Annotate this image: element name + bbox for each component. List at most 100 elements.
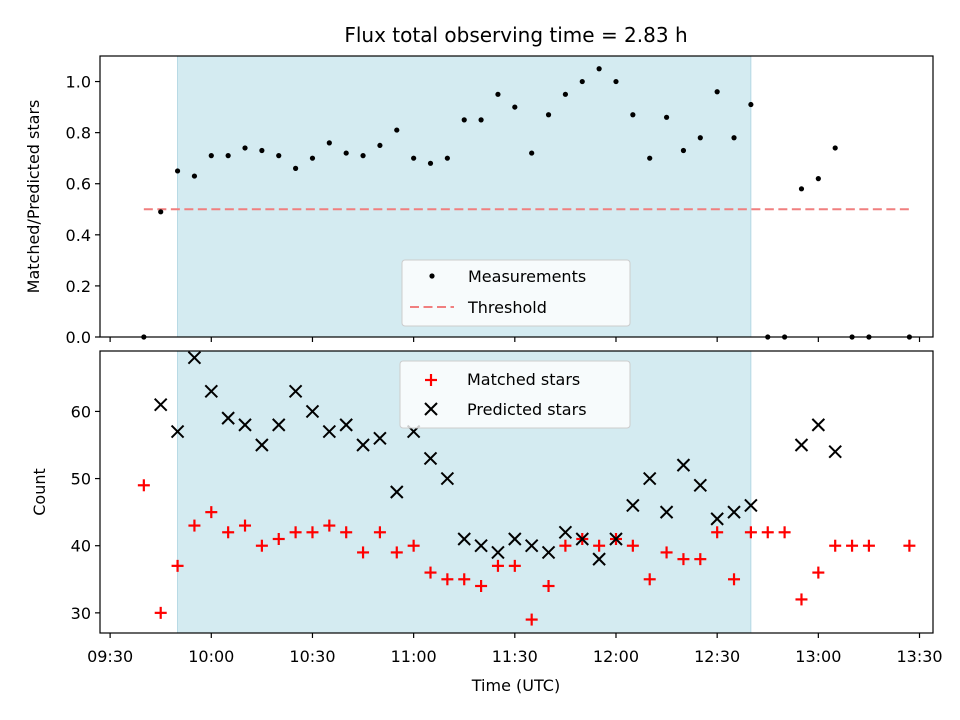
legend-predicted-label: Predicted stars xyxy=(467,400,587,419)
measurement-point xyxy=(242,145,248,151)
predicted-star-point xyxy=(255,438,269,452)
predicted-star-point xyxy=(440,471,455,486)
y-tick-label: 0.4 xyxy=(66,226,91,245)
top-axes-frame xyxy=(99,55,934,338)
measurement-points xyxy=(141,66,912,340)
predicted-star-point xyxy=(187,351,202,365)
measurement-point xyxy=(545,112,552,118)
predicted-star-point xyxy=(322,424,337,439)
matched-star-point xyxy=(205,506,218,519)
matched-star-point xyxy=(626,539,639,552)
matched-star-point xyxy=(491,559,504,572)
measurement-point xyxy=(276,153,282,159)
predicted-star-point xyxy=(508,532,522,546)
predicted-star-point xyxy=(575,532,589,546)
measurement-point xyxy=(663,114,670,120)
legend-matched-marker xyxy=(425,374,437,386)
y-tick-label: 50 xyxy=(71,470,91,489)
top-y-axis-label: Matched/Predicted stars xyxy=(24,100,43,294)
predicted-star-point xyxy=(626,498,640,513)
matched-star-point xyxy=(846,539,859,552)
measurement-point xyxy=(495,91,501,97)
matched-star-point xyxy=(862,539,875,552)
y-tick-label: 40 xyxy=(71,537,91,556)
chart-title: Flux total observing time = 2.83 h xyxy=(344,23,687,47)
measurement-point xyxy=(191,173,198,179)
y-tick-label: 1.0 xyxy=(66,73,91,92)
predicted-star-point xyxy=(643,471,657,486)
matched-star-point xyxy=(289,526,302,539)
predicted-star-point xyxy=(710,512,724,526)
predicted-star-point xyxy=(811,418,826,432)
measurement-point xyxy=(411,155,417,161)
y-tick-label: 0.6 xyxy=(66,175,91,194)
measurement-point xyxy=(832,145,838,151)
measurement-point xyxy=(596,66,602,72)
matched-star-point xyxy=(424,566,437,579)
measurement-point xyxy=(613,78,619,85)
measurement-point xyxy=(731,135,737,141)
top-legend: Measurements Threshold xyxy=(401,259,631,327)
x-tick-label: 11:00 xyxy=(391,647,437,666)
measurement-point xyxy=(444,155,450,161)
x-axis-label: Time (UTC) xyxy=(471,676,560,695)
measurement-point xyxy=(343,150,349,156)
predicted-star-point xyxy=(727,505,741,519)
y-tick-label: 30 xyxy=(71,604,91,623)
measurement-point xyxy=(461,117,467,123)
matched-star-point xyxy=(390,546,403,559)
legend-predicted-marker xyxy=(424,402,438,416)
predicted-star-point xyxy=(305,404,320,419)
y-tick-label: 60 xyxy=(71,402,91,421)
matched-star-point xyxy=(458,573,471,586)
matched-star-point xyxy=(778,526,791,539)
y-tick-label: 0.2 xyxy=(66,277,91,296)
x-tick-label: 12:00 xyxy=(593,647,639,666)
matched-star-point xyxy=(306,526,319,539)
predicted-star-point xyxy=(592,552,606,566)
measurement-point xyxy=(714,89,720,95)
matched-star-point xyxy=(643,573,656,586)
matched-star-point xyxy=(475,580,488,592)
predicted-star-point xyxy=(558,525,573,539)
predicted-star-point xyxy=(204,384,218,398)
matched-star-point xyxy=(744,526,757,539)
x-tick-label: 10:30 xyxy=(289,647,335,666)
measurement-point xyxy=(680,147,687,154)
matched-star-point xyxy=(508,559,521,572)
matched-star-point xyxy=(694,553,707,566)
matched-star-point xyxy=(559,539,572,552)
matched-star-point xyxy=(272,533,285,545)
predicted-star-point xyxy=(272,418,286,432)
bottom-y-axis-label: Count xyxy=(30,468,49,516)
matched-star-point xyxy=(903,539,916,552)
predicted-star-point xyxy=(153,398,168,412)
matched-star-point xyxy=(357,546,370,559)
predicted-star-point xyxy=(676,458,691,472)
x-tick-label: 13:30 xyxy=(896,647,942,666)
measurement-point xyxy=(377,142,383,149)
measurement-point xyxy=(478,117,484,123)
matched-star-point xyxy=(677,553,690,566)
predicted-star-point xyxy=(170,424,185,439)
predicted-star-point xyxy=(659,505,674,519)
x-tick-label: 09:30 xyxy=(87,647,133,666)
top-x-ticks xyxy=(109,337,921,342)
bottom-legend: Matched stars Predicted stars xyxy=(399,360,631,429)
matched-star-point xyxy=(525,613,538,626)
predicted-star-point xyxy=(609,532,623,546)
bottom-x-ticks: 09:30 10:00 10:30 11:00 11:30 12:00 12:30 13:00… xyxy=(87,633,943,666)
measurement-point xyxy=(259,147,265,154)
measurement-point xyxy=(293,165,299,171)
measurement-point xyxy=(394,127,400,133)
predicted-star-point xyxy=(524,539,539,553)
x-tick-label: 12:30 xyxy=(694,647,740,666)
bottom-axes-frame xyxy=(99,350,934,634)
legend-measurements-marker xyxy=(429,273,435,279)
x-tick-label: 13:00 xyxy=(795,647,841,666)
measurement-point xyxy=(174,168,181,174)
predicted-star-point xyxy=(339,418,353,432)
predicted-star-point xyxy=(423,451,438,466)
matched-star-point xyxy=(542,580,555,592)
measurement-point xyxy=(158,209,164,215)
